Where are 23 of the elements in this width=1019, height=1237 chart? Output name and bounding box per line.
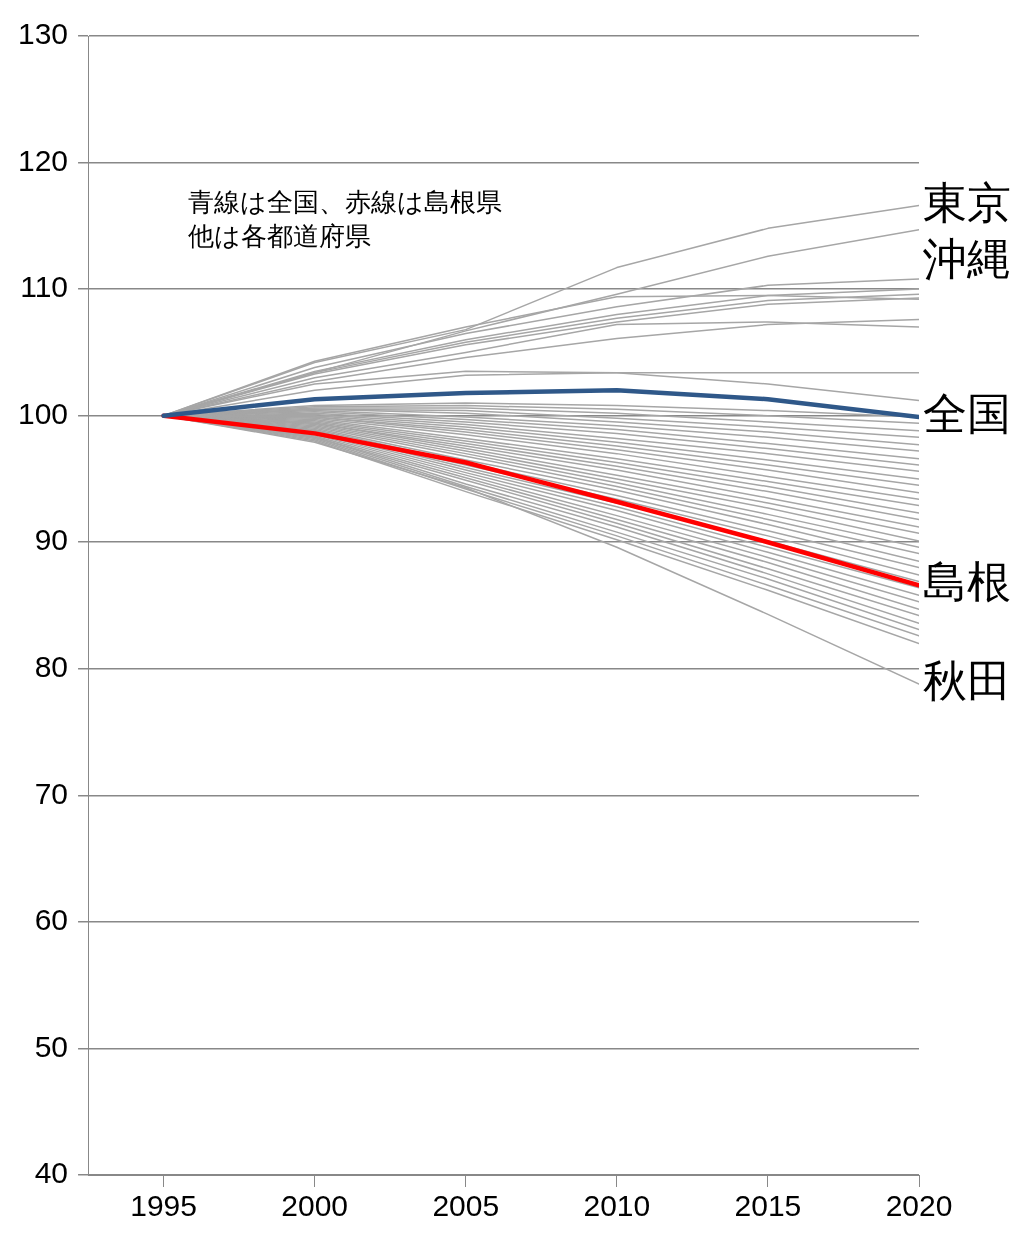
x-tick-label: 2005 [432, 1189, 500, 1223]
x-tick-label: 2015 [734, 1189, 802, 1223]
y-tick-label: 100 [17, 396, 69, 430]
series-label: 沖縄 [923, 233, 1011, 283]
annotation: 他は各都道府県 [188, 221, 372, 252]
x-tick-label: 2010 [583, 1189, 651, 1223]
y-tick-label: 90 [34, 523, 69, 557]
series-label: 東京 [923, 177, 1011, 227]
annotation: 青線は全国、赤線は島根県 [188, 187, 503, 218]
x-tick-label: 1995 [130, 1189, 197, 1223]
series-label: 全国 [923, 389, 1011, 439]
y-tick-label: 60 [34, 903, 69, 937]
y-tick-label: 120 [17, 143, 69, 177]
series-label: 秋田 [923, 656, 1011, 706]
y-tick-label: 110 [20, 270, 69, 304]
x-tick-label: 2000 [281, 1189, 349, 1223]
series-label: 島根 [923, 557, 1011, 607]
y-tick-label: 50 [34, 1029, 69, 1063]
x-tick-label: 2020 [885, 1189, 953, 1223]
y-tick-label: 130 [17, 17, 69, 51]
y-tick-label: 40 [34, 1156, 69, 1190]
y-tick-label: 70 [34, 776, 69, 810]
y-tick-label: 80 [34, 650, 69, 684]
